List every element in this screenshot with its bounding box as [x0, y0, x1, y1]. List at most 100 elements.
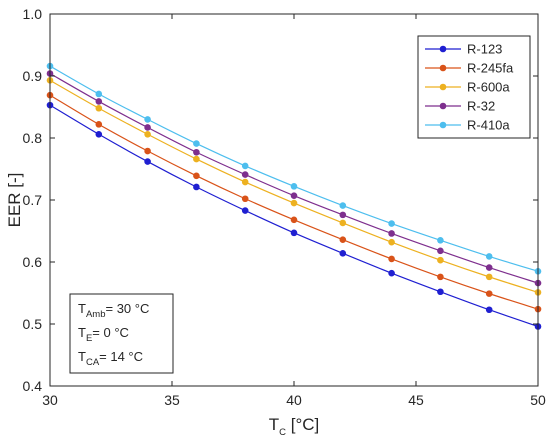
data-point — [144, 124, 151, 131]
annotation-value: = 14 °C — [99, 349, 143, 364]
data-point — [437, 288, 444, 296]
data-point — [95, 104, 103, 112]
x-axis-title-unit: [°C] — [286, 415, 319, 434]
data-point — [95, 90, 103, 98]
y-tick-label: 0.9 — [23, 68, 43, 84]
data-point — [388, 220, 395, 227]
data-point — [437, 237, 444, 244]
annotation-line: TAmb= 30 °C — [78, 301, 149, 320]
legend-label: R-410a — [467, 118, 510, 133]
series-r-410a — [46, 62, 542, 275]
annotation-symbol: T — [78, 349, 86, 364]
data-point — [144, 130, 151, 138]
legend: R-123 R-245fa R-600a R-32 R-410a — [417, 35, 531, 139]
data-point — [241, 207, 249, 214]
annotation-value: = 30 °C — [106, 301, 150, 316]
y-axis-title: EER [-] — [5, 173, 24, 228]
annotation-subscript: CA — [86, 357, 100, 368]
data-point — [241, 162, 249, 170]
data-point — [95, 121, 103, 128]
annotation-symbol: T — [78, 301, 86, 316]
data-point — [485, 290, 493, 297]
series-r-245fa — [46, 91, 542, 313]
series-r-600a — [46, 77, 542, 296]
data-point — [241, 171, 249, 178]
data-point — [193, 183, 200, 191]
data-point — [290, 199, 298, 207]
series-layer — [46, 62, 542, 330]
annotation-line: TCA= 14 °C — [78, 349, 143, 368]
annotation-symbol: T — [78, 325, 86, 340]
data-point — [144, 158, 151, 165]
y-tick-label: 0.8 — [23, 130, 43, 146]
data-point — [290, 192, 298, 199]
data-point — [339, 219, 347, 227]
legend-item: R-32 — [425, 99, 495, 114]
data-point — [193, 148, 200, 156]
data-point — [339, 250, 347, 257]
legend-label: R-600a — [467, 80, 510, 95]
data-point — [193, 155, 200, 163]
x-tick-label: 30 — [42, 392, 58, 408]
annotation-subscript: Amb — [86, 309, 106, 320]
data-point — [339, 211, 347, 219]
legend-label: R-123 — [467, 42, 502, 57]
data-point — [290, 216, 298, 224]
x-tick-label: 35 — [164, 392, 180, 408]
data-point — [290, 183, 298, 190]
legend-item: R-123 — [425, 42, 502, 57]
annotation-line: TE= 0 °C — [78, 325, 129, 344]
legend-marker — [439, 45, 447, 53]
x-axis-title-main: T — [269, 415, 279, 434]
data-point — [241, 178, 249, 186]
data-point — [388, 238, 395, 246]
legend-marker — [439, 102, 447, 110]
y-tick-label: 1.0 — [23, 6, 43, 22]
data-point — [485, 273, 493, 281]
data-point — [388, 269, 395, 277]
series-r-123 — [46, 101, 542, 330]
y-tick-label: 0.5 — [23, 316, 43, 332]
y-tick-label: 0.6 — [23, 254, 43, 270]
data-point — [437, 247, 444, 255]
annotation-value: = 0 °C — [92, 325, 129, 340]
x-axis-title-subscript: C — [279, 427, 286, 438]
legend-marker — [439, 121, 447, 129]
data-point — [144, 116, 151, 123]
x-axis-title: TC [°C] — [269, 415, 320, 438]
data-point — [485, 264, 493, 271]
data-point — [95, 130, 103, 138]
y-tick-label: 0.7 — [23, 192, 43, 208]
x-tick-label: 50 — [530, 392, 546, 408]
x-tick-label: 40 — [286, 392, 302, 408]
legend-marker — [439, 64, 447, 72]
data-point — [241, 195, 249, 203]
legend-label: R-32 — [467, 99, 495, 114]
legend-label: R-245fa — [467, 61, 514, 76]
annotation-subscript: E — [86, 333, 92, 344]
data-point — [388, 255, 395, 263]
legend-marker — [439, 83, 447, 91]
data-point — [485, 306, 493, 314]
data-point — [437, 256, 444, 264]
data-point — [95, 98, 103, 105]
legend-item: R-245fa — [425, 61, 514, 76]
data-point — [339, 236, 347, 243]
legend-item: R-410a — [425, 118, 510, 133]
y-tick-label: 0.4 — [23, 378, 43, 394]
series-r-32 — [46, 70, 542, 287]
x-tick-label: 45 — [408, 392, 424, 408]
axis-ticks: 30 35 40 45 50 0.4 0.5 0.6 0.7 0.8 0.9 1.0 — [23, 6, 546, 408]
legend-item: R-600a — [425, 80, 510, 95]
data-point — [193, 172, 200, 180]
data-point — [290, 229, 298, 237]
data-point — [437, 273, 444, 281]
annotation-frame — [69, 293, 174, 374]
data-point — [144, 147, 151, 155]
data-point — [339, 202, 347, 209]
data-point — [485, 253, 493, 260]
data-point — [388, 230, 395, 237]
data-point — [193, 140, 200, 147]
